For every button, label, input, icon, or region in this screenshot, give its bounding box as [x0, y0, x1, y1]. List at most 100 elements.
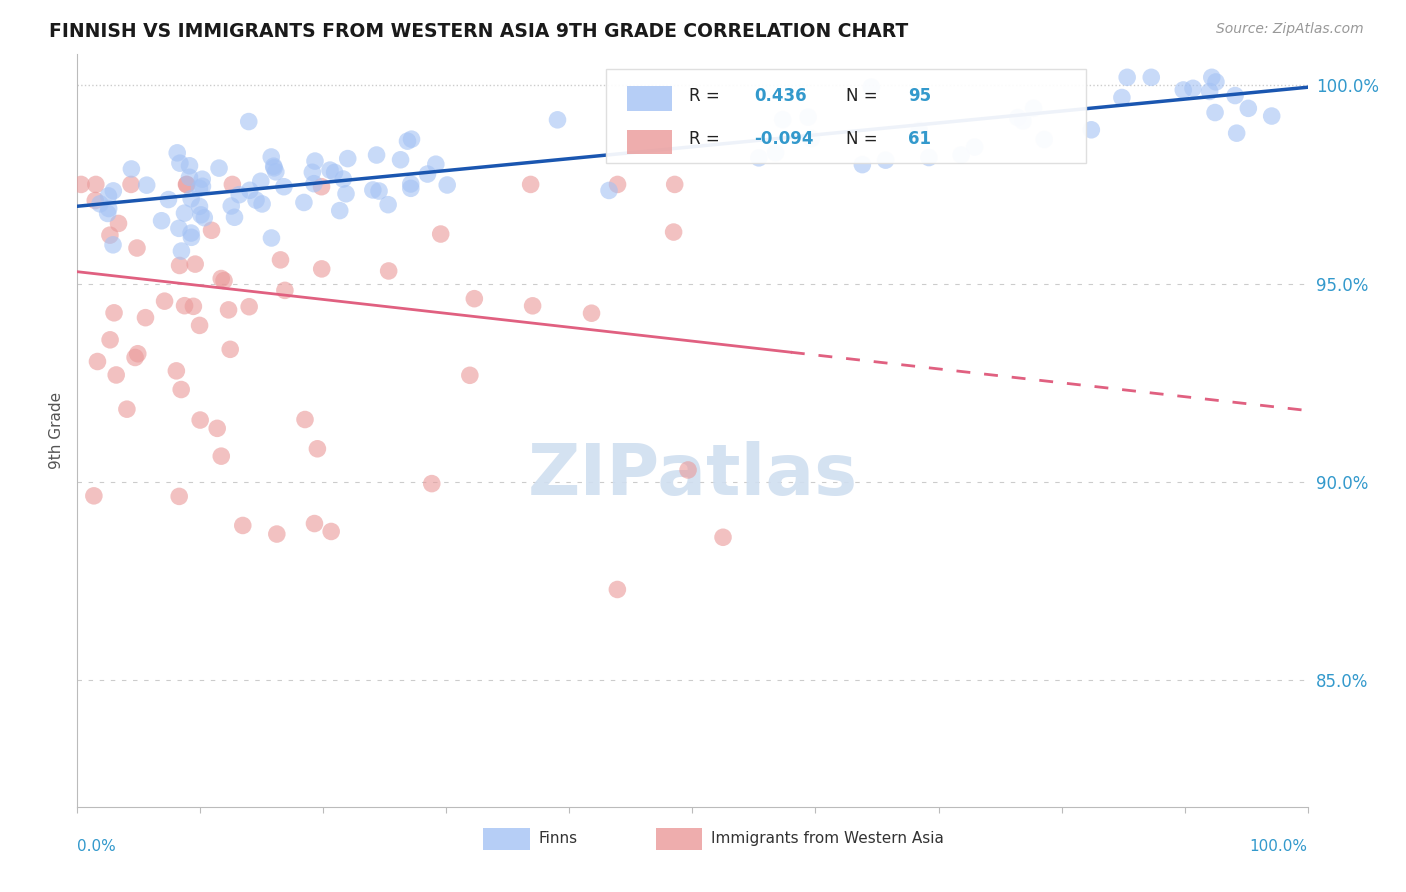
Text: 0.0%: 0.0%: [77, 838, 117, 854]
Point: [157, 193, 180, 207]
Point: [101, 237, 124, 252]
Text: Immigrants from Western Asia: Immigrants from Western Asia: [711, 831, 943, 847]
Point: [188, 318, 211, 333]
Point: [399, 177, 422, 191]
Point: [238, 114, 260, 128]
Point: [606, 178, 628, 192]
Point: [664, 178, 686, 192]
Point: [169, 259, 191, 273]
Text: R =: R =: [689, 87, 720, 104]
Point: [200, 223, 222, 237]
Point: [169, 156, 191, 170]
Point: [274, 284, 297, 298]
Text: 61: 61: [908, 130, 931, 148]
Point: [180, 226, 202, 240]
Text: N =: N =: [846, 87, 877, 104]
Point: [212, 274, 235, 288]
Point: [301, 165, 323, 179]
Point: [205, 421, 228, 435]
Point: [908, 123, 931, 137]
Point: [219, 343, 242, 357]
Point: [329, 203, 352, 218]
Point: [167, 221, 190, 235]
Point: [1181, 81, 1204, 95]
Point: [166, 145, 188, 160]
Point: [425, 157, 447, 171]
Point: [547, 112, 569, 127]
Point: [97, 206, 120, 220]
Point: [1111, 90, 1133, 104]
Point: [311, 179, 333, 194]
Point: [676, 463, 699, 477]
Point: [420, 476, 443, 491]
Y-axis label: 9th Grade: 9th Grade: [49, 392, 65, 469]
Point: [184, 257, 207, 271]
Text: Source: ZipAtlas.com: Source: ZipAtlas.com: [1216, 22, 1364, 37]
Point: [458, 368, 481, 383]
Point: [336, 152, 359, 166]
Point: [321, 524, 343, 539]
Point: [180, 230, 202, 244]
Point: [377, 197, 399, 211]
Point: [302, 177, 325, 191]
Point: [304, 516, 326, 531]
Point: [519, 178, 541, 192]
Point: [180, 192, 202, 206]
Point: [1173, 83, 1195, 97]
Point: [97, 202, 120, 216]
Point: [170, 383, 193, 397]
Point: [366, 148, 388, 162]
Point: [173, 299, 195, 313]
Point: [1223, 88, 1246, 103]
Bar: [655, 828, 703, 850]
Point: [250, 197, 273, 211]
Point: [84, 178, 107, 192]
Point: [167, 489, 190, 503]
Point: [1205, 75, 1227, 89]
Point: [323, 165, 346, 179]
Point: [463, 292, 485, 306]
Point: [209, 271, 232, 285]
Point: [165, 364, 187, 378]
Point: [219, 199, 242, 213]
Point: [83, 489, 105, 503]
Point: [188, 413, 211, 427]
Point: [127, 347, 149, 361]
Point: [292, 195, 315, 210]
Point: [772, 112, 794, 127]
Point: [264, 165, 287, 179]
Point: [97, 189, 120, 203]
Point: [1116, 70, 1139, 85]
Point: [208, 161, 231, 175]
Text: ZIPatlas: ZIPatlas: [527, 442, 858, 510]
Point: [396, 134, 419, 148]
Point: [249, 174, 271, 188]
Point: [711, 530, 734, 544]
Point: [188, 181, 211, 195]
Point: [179, 159, 201, 173]
Point: [84, 194, 107, 208]
Point: [273, 179, 295, 194]
Text: 100.0%: 100.0%: [1250, 838, 1308, 854]
Point: [294, 412, 316, 426]
Point: [1226, 126, 1249, 140]
Point: [377, 264, 399, 278]
Point: [150, 213, 173, 227]
Point: [522, 299, 544, 313]
Point: [193, 211, 215, 225]
Point: [153, 294, 176, 309]
Point: [183, 299, 205, 313]
Point: [361, 183, 384, 197]
Point: [1198, 85, 1220, 99]
Point: [875, 153, 897, 168]
Point: [1260, 109, 1282, 123]
Point: [765, 145, 787, 160]
Point: [1140, 70, 1163, 85]
Point: [103, 306, 125, 320]
Point: [950, 148, 973, 162]
Point: [606, 582, 628, 597]
Point: [797, 110, 820, 124]
Point: [304, 154, 326, 169]
Point: [748, 151, 770, 165]
Point: [209, 449, 232, 463]
